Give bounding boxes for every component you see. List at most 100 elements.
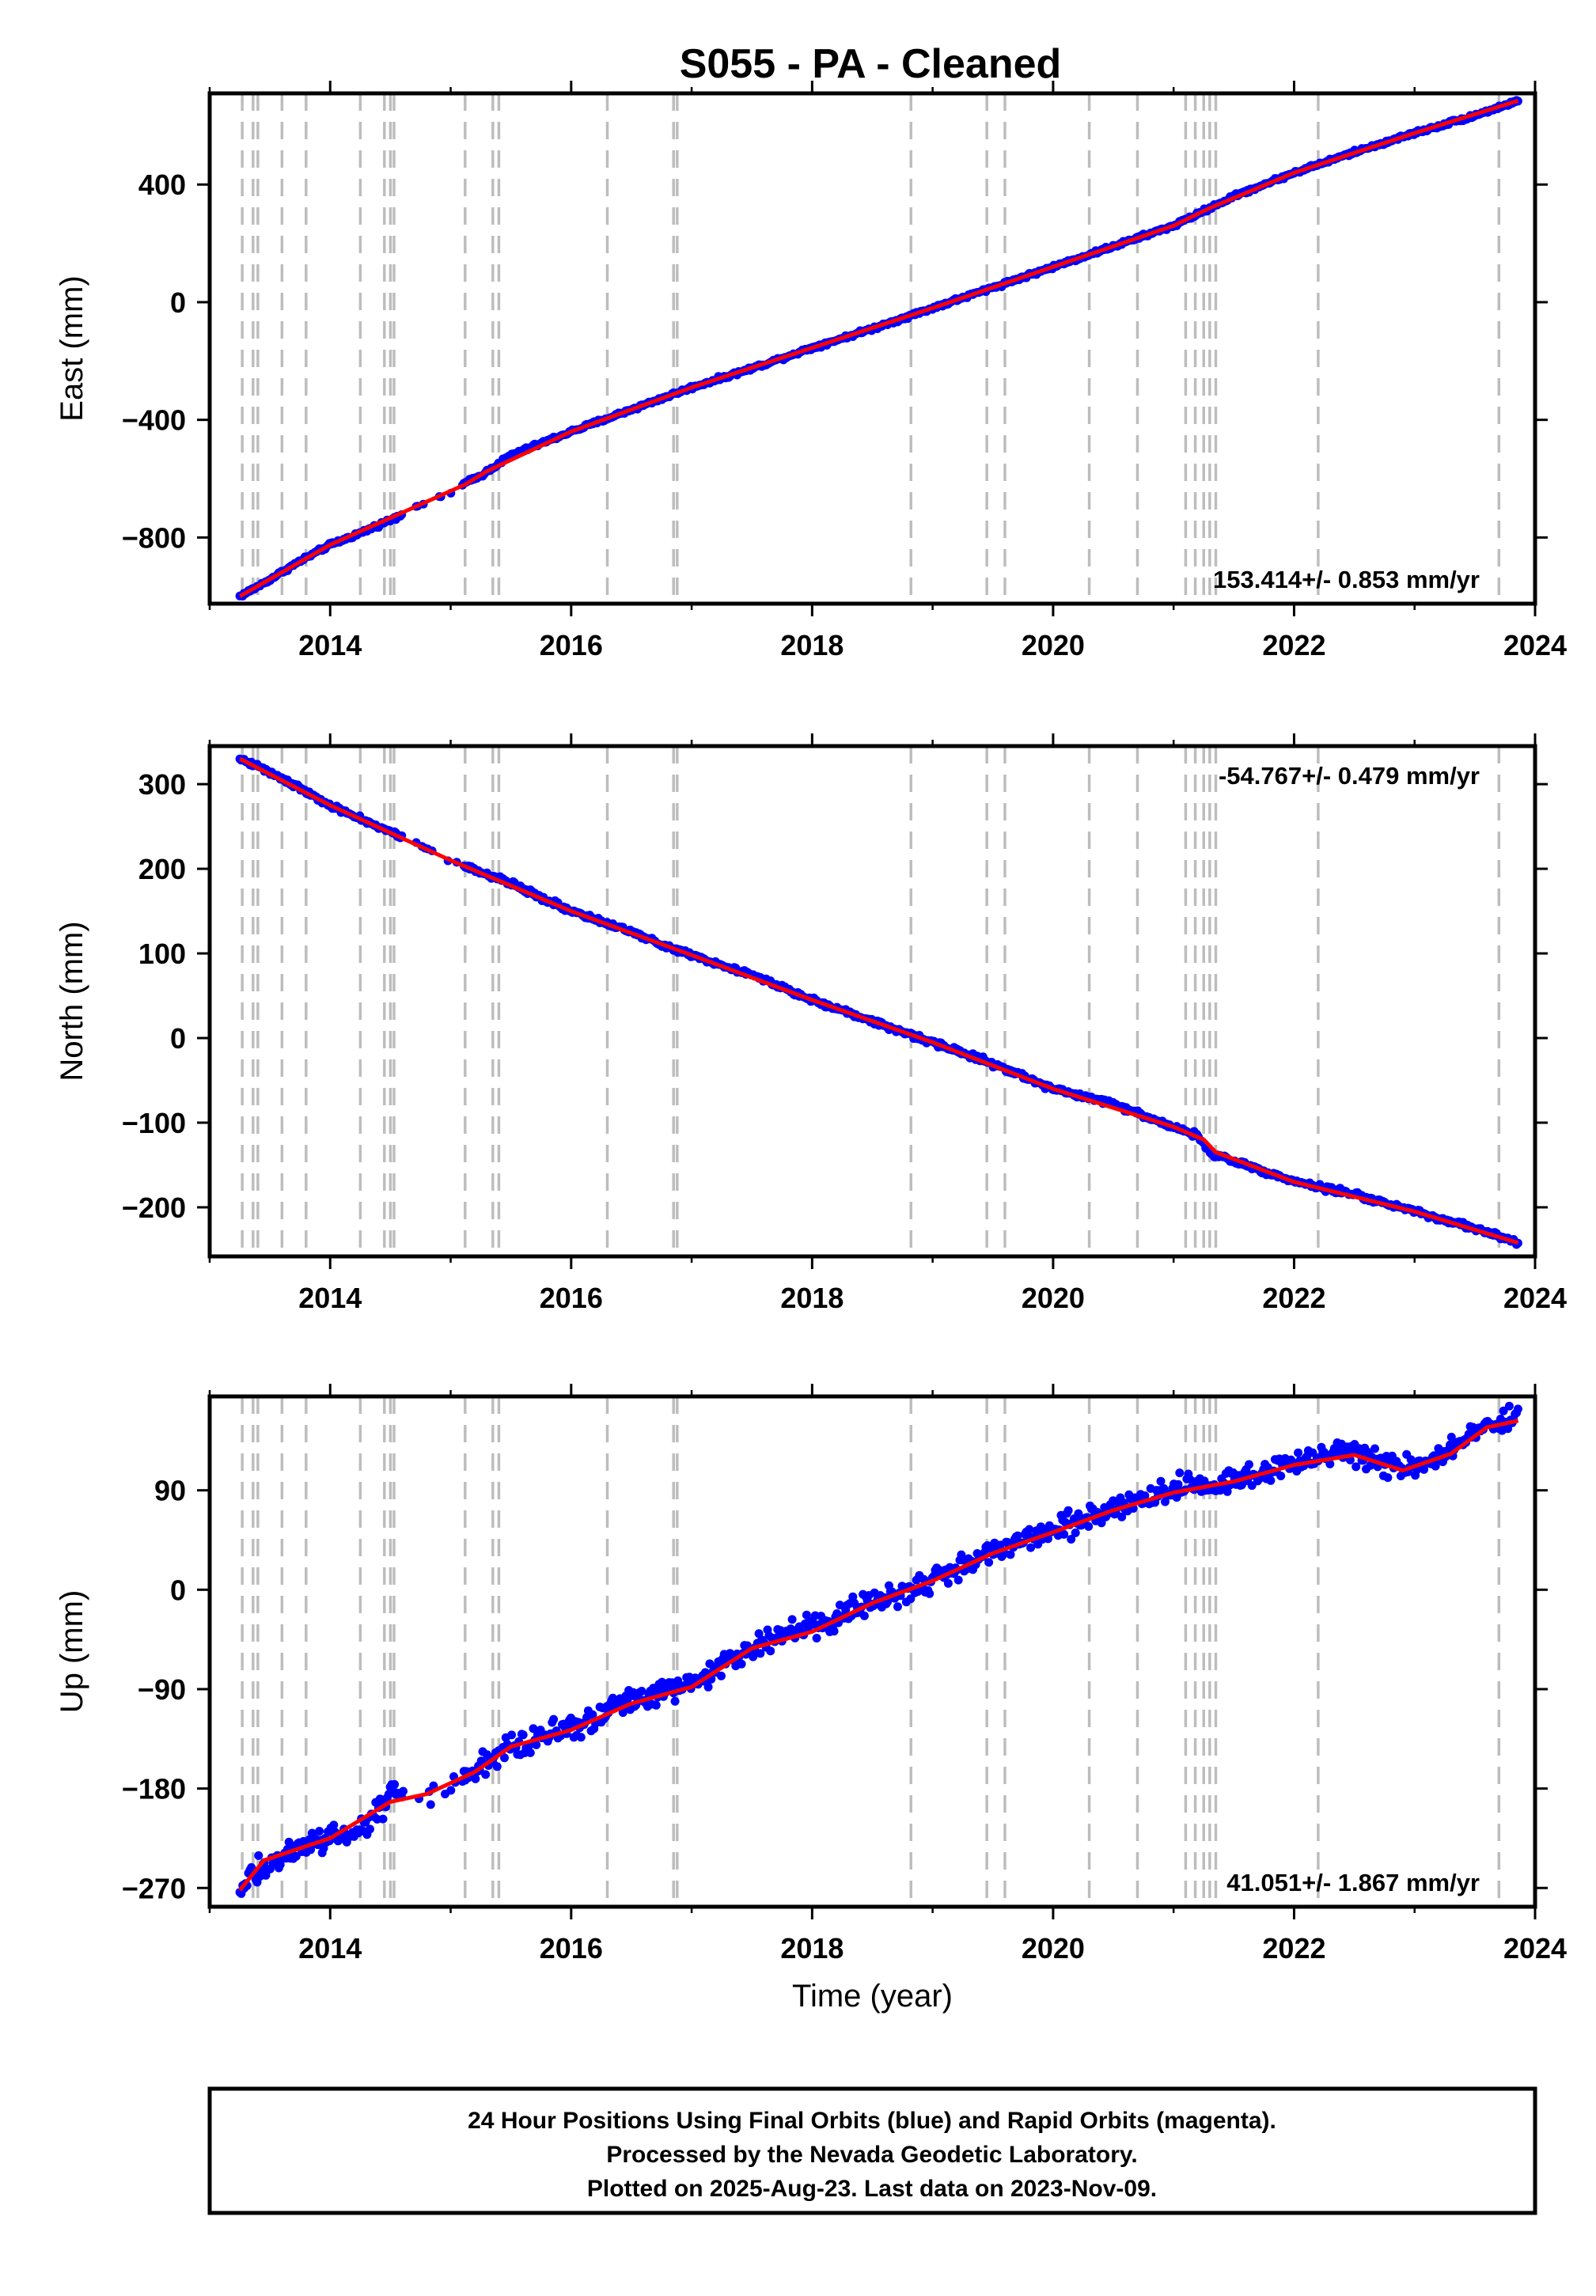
data-point <box>670 1696 680 1706</box>
data-point <box>576 1733 586 1742</box>
plot-frame <box>207 744 1537 1259</box>
data-point <box>766 1646 775 1656</box>
data-point <box>549 1714 559 1724</box>
plot-frame <box>207 91 1537 606</box>
x-tick-label: 2016 <box>540 629 603 661</box>
data-point <box>651 1700 661 1710</box>
plot-area <box>210 746 1535 1256</box>
data-point <box>500 1753 509 1763</box>
y-tick-label: 400 <box>138 169 186 201</box>
data-point <box>1060 1529 1069 1539</box>
x-tick-label: 2024 <box>1503 629 1567 661</box>
y-axis-label: East (mm) <box>55 275 89 421</box>
velocity-annotation: -54.767+/- 0.479 mm/yr <box>1219 762 1480 790</box>
data-point <box>1156 1476 1166 1486</box>
data-point <box>787 1615 797 1624</box>
model-fit-line <box>238 756 1519 1245</box>
data-point <box>518 1730 528 1740</box>
data-point <box>1025 1525 1034 1534</box>
x-tick-label: 2014 <box>298 629 362 661</box>
data-point <box>1308 1448 1317 1457</box>
data-point <box>717 1671 726 1680</box>
data-point <box>637 1687 646 1695</box>
data-point <box>737 1659 746 1669</box>
data-point <box>1513 1404 1522 1414</box>
y-tick-label: −100 <box>122 1107 186 1139</box>
y-tick-label: 100 <box>138 938 186 970</box>
data-point <box>481 1770 491 1779</box>
x-tick-label: 2022 <box>1262 1932 1325 1964</box>
data-point <box>925 1589 934 1598</box>
plot-area <box>210 1396 1535 1907</box>
footer-frame <box>207 2086 1537 2215</box>
x-tick-label: 2018 <box>780 629 843 661</box>
data-point <box>532 1740 541 1749</box>
y-axis-label: North (mm) <box>55 921 89 1081</box>
x-tick-label: 2018 <box>780 1932 843 1964</box>
y-tick-label: 0 <box>170 1574 186 1606</box>
data-point <box>471 1774 480 1783</box>
data-point <box>1173 1480 1183 1489</box>
data-point <box>1067 1535 1076 1544</box>
data-point <box>1325 1459 1335 1468</box>
data-point <box>1266 1476 1276 1485</box>
y-axis-label: Up (mm) <box>55 1590 89 1714</box>
data-point <box>812 1634 821 1642</box>
velocity-annotation: 41.051+/- 1.867 mm/yr <box>1226 1869 1480 1896</box>
x-tick-label: 2020 <box>1022 629 1085 661</box>
y-tick-label: −270 <box>122 1872 186 1904</box>
y-tick-label: 0 <box>170 1022 186 1055</box>
footer-line-2: Processed by the Nevada Geodetic Laborat… <box>606 2142 1137 2168</box>
x-tick-label: 2016 <box>540 1282 603 1314</box>
data-point <box>673 1676 683 1685</box>
data-point <box>1175 1468 1185 1478</box>
x-tick-label: 2024 <box>1503 1932 1567 1964</box>
data-point <box>1499 1406 1508 1415</box>
data-point <box>1140 1491 1150 1500</box>
data-point <box>1294 1448 1303 1457</box>
data-point <box>525 1748 535 1757</box>
data-point <box>1097 1518 1106 1528</box>
data-point <box>399 1786 408 1796</box>
up-panel: 2014 2016 2018 2020 2022 2024 −270 −180 −90 0 90 Up… <box>55 1384 1567 2014</box>
data-point <box>1504 1401 1514 1411</box>
footer-line-1: 24 Hour Positions Using Final Orbits (bl… <box>468 2108 1276 2134</box>
x-tick-label: 2020 <box>1022 1282 1085 1314</box>
model-fit-line <box>238 98 1519 598</box>
data-point <box>492 1762 502 1771</box>
data-point <box>618 1708 627 1718</box>
data-point <box>1383 1473 1393 1483</box>
y-tick-label: −180 <box>122 1773 186 1805</box>
x-axis-label: Time (year) <box>792 1979 953 2014</box>
data-point <box>953 1575 963 1585</box>
data-point <box>1006 1550 1015 1559</box>
data-point <box>446 1786 456 1795</box>
y-tick-label: −400 <box>122 404 186 437</box>
data-point <box>390 1779 400 1789</box>
data-point <box>1245 1460 1253 1469</box>
y-tick-label: −200 <box>122 1192 186 1224</box>
x-tick-label: 2014 <box>298 1932 362 1964</box>
data-point <box>835 1601 844 1610</box>
data-point <box>1370 1444 1379 1453</box>
data-point <box>315 1827 324 1836</box>
data-point <box>366 1824 374 1834</box>
x-tick-label: 2014 <box>298 1282 362 1314</box>
y-tick-label: 200 <box>138 853 186 885</box>
data-point <box>1276 1472 1286 1480</box>
data-point <box>507 1730 517 1740</box>
data-point <box>703 1682 713 1692</box>
y-tick-label: −800 <box>122 521 186 554</box>
data-point <box>893 1602 902 1612</box>
x-tick-label: 2024 <box>1503 1282 1567 1314</box>
data-point <box>1013 1531 1022 1540</box>
x-tick-label: 2016 <box>540 1932 603 1964</box>
plot-frame <box>207 1394 1537 1909</box>
data-point <box>756 1649 765 1658</box>
data-point <box>943 1578 953 1588</box>
y-tick-label: 300 <box>138 768 186 801</box>
data-point <box>859 1611 869 1620</box>
data-point <box>378 1814 388 1824</box>
data-point <box>1026 1543 1036 1552</box>
